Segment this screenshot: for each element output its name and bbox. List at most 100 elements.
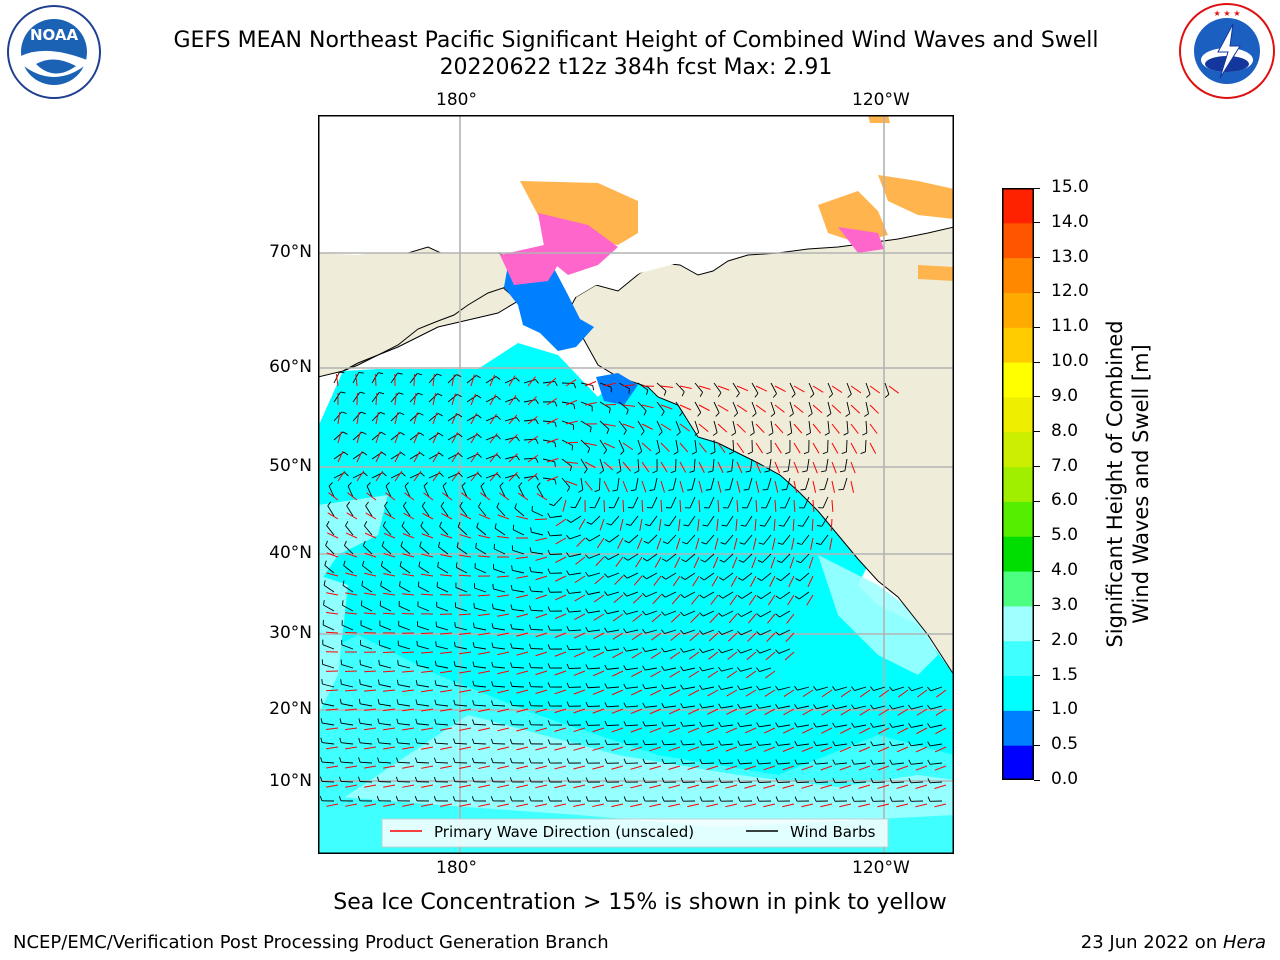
wind-barb: [512, 569, 525, 574]
wave-arrow: [622, 404, 635, 407]
wind-barb-flag: [535, 475, 539, 481]
wind-barb: [352, 391, 361, 403]
wave-arrow: [554, 784, 567, 789]
wind-barb-flag: [480, 482, 485, 487]
wind-barb-flag: [927, 723, 931, 728]
wind-barb-flag: [757, 560, 763, 563]
wave-arrow: [641, 480, 647, 493]
wave-arrow: [792, 518, 795, 532]
wave-arrow: [535, 537, 548, 542]
wave-arrow: [592, 746, 605, 751]
wave-arrow: [326, 572, 339, 577]
wind-barb: [808, 401, 813, 414]
wind-barb-flag: [662, 558, 667, 562]
wave-arrow: [603, 480, 610, 492]
wind-barb-flag: [376, 795, 380, 801]
wave-arrow: [421, 573, 434, 577]
wind-barb-flag: [362, 540, 366, 546]
wave-arrow: [869, 385, 881, 394]
wind-barb-flag: [396, 679, 399, 685]
wind-barb: [455, 723, 468, 726]
wave-arrow: [459, 784, 472, 788]
wave-arrow: [706, 784, 719, 789]
wind-barb: [740, 743, 753, 746]
wind-barb-flag: [362, 560, 365, 566]
wind-barb: [580, 439, 591, 449]
wind-barb: [684, 591, 696, 599]
wind-barb-flag: [554, 461, 556, 467]
wind-barb: [802, 515, 810, 527]
wave-arrow: [459, 689, 472, 693]
wind-barb: [360, 722, 373, 726]
wind-barb: [683, 648, 696, 653]
wind-barb: [390, 412, 400, 422]
wind-barb: [436, 723, 449, 726]
wave-arrow: [689, 651, 700, 660]
wave-arrow: [821, 727, 833, 734]
wind-barb: [398, 605, 411, 612]
wind-barb-flag: [585, 572, 589, 577]
wind-barb-flag: [756, 722, 760, 728]
lon-label-bottom-180: 180°: [436, 858, 477, 878]
wind-barb-flag: [547, 531, 551, 536]
wave-arrow: [489, 433, 498, 444]
wave-arrow: [592, 670, 605, 677]
wind-barb: [683, 743, 696, 746]
wave-arrow: [632, 594, 643, 604]
wind-barb-flag: [458, 472, 463, 478]
wind-barb-flag: [319, 776, 323, 782]
wave-arrow: [631, 670, 643, 677]
wave-arrow: [614, 575, 624, 585]
wave-arrow: [383, 727, 396, 731]
wind-barb-flag: [680, 648, 684, 653]
wind-barb: [542, 458, 555, 463]
wind-barb: [610, 515, 620, 526]
wave-arrow: [527, 416, 538, 425]
wave-arrow: [441, 513, 453, 520]
wave-arrow: [337, 412, 341, 425]
wind-barb: [797, 743, 810, 746]
wave-arrow: [593, 613, 605, 621]
wind-barb-flag: [681, 558, 687, 563]
wind-barb-flag: [423, 482, 428, 487]
wind-barb-flag: [860, 451, 866, 454]
colorbar-tick-mark: [1034, 709, 1040, 711]
wave-arrow: [936, 689, 947, 698]
wind-barb: [644, 743, 658, 746]
wind-barb-flag: [680, 777, 684, 783]
wave-arrow: [679, 461, 687, 473]
wind-barb: [625, 724, 639, 727]
wind-barb-flag: [496, 435, 501, 440]
wind-barb: [683, 629, 696, 635]
wave-arrow: [516, 708, 529, 713]
wind-barb-flag: [718, 740, 722, 746]
wind-barb-flag: [720, 542, 726, 545]
wind-barb: [702, 667, 715, 672]
wind-barb: [911, 686, 924, 692]
wave-arrow: [698, 461, 705, 473]
wind-barb: [762, 553, 772, 563]
wind-barb-flag: [475, 542, 477, 548]
wind-barb: [365, 505, 373, 517]
wind-barb-flag: [472, 680, 475, 686]
wind-barb-flag: [471, 738, 475, 744]
wind-barb: [360, 624, 373, 631]
wind-barb: [746, 496, 753, 509]
wind-barb: [768, 458, 772, 471]
wave-arrow: [858, 746, 871, 753]
wave-arrow: [562, 499, 567, 512]
wind-barb: [418, 566, 430, 574]
wave-arrow: [611, 727, 624, 733]
wave-arrow: [440, 765, 453, 769]
wind-barb-flag: [775, 685, 779, 691]
wind-barb-flag: [775, 613, 780, 618]
wind-barb: [474, 587, 487, 593]
wind-barb-flag: [344, 472, 349, 477]
wind-barb: [625, 743, 639, 746]
wave-arrow: [527, 376, 536, 387]
wind-barb: [580, 458, 588, 470]
wind-barb-flag: [623, 557, 629, 561]
wind-barb: [347, 485, 354, 498]
wave-arrow: [402, 784, 415, 788]
wind-barb: [740, 705, 753, 709]
